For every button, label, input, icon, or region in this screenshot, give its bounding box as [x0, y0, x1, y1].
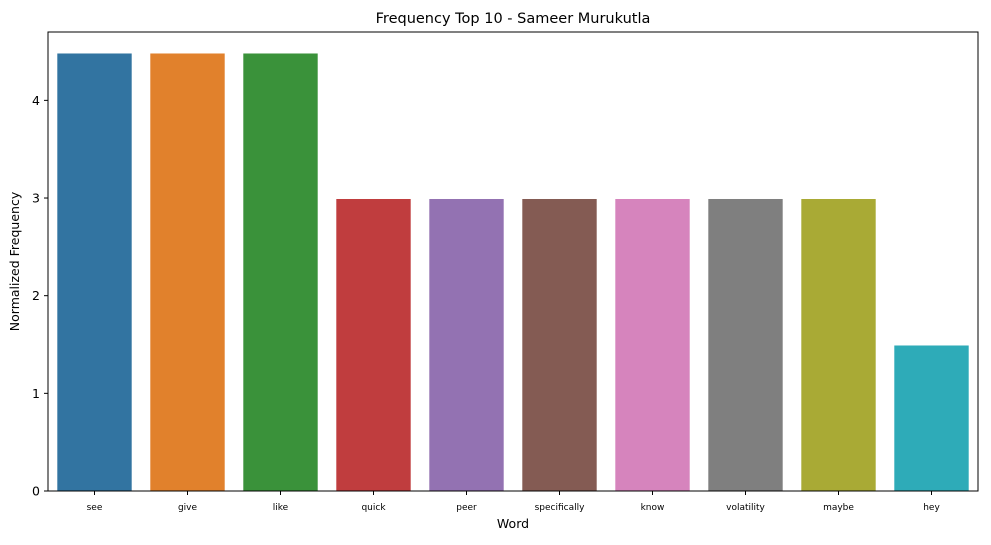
x-axis: see give like quick peer specifically know vola… — [87, 491, 940, 513]
x-tick-label: see — [87, 503, 103, 513]
y-tick-label: 1 — [32, 386, 40, 401]
x-tick-label: hey — [923, 503, 940, 513]
x-tick-label: quick — [361, 503, 386, 513]
chart-title: Frequency Top 10 - Sameer Murukutla — [376, 11, 651, 27]
bar-give — [150, 53, 225, 491]
y-axis-label: Normalized Frequency — [7, 191, 22, 331]
bar-know — [615, 198, 690, 492]
y-tick-label: 2 — [32, 288, 40, 303]
x-tick-label: know — [641, 503, 665, 513]
x-tick-label: specifically — [535, 503, 586, 513]
bar-quick — [336, 198, 411, 492]
bar-maybe — [801, 198, 876, 492]
bar-like — [243, 53, 318, 491]
bar-specifically — [522, 198, 597, 492]
y-tick-label: 4 — [32, 93, 40, 108]
y-tick-label: 0 — [32, 484, 40, 499]
bar-see — [57, 53, 132, 491]
x-tick-label: volatility — [726, 503, 765, 513]
plot-frame — [47, 31, 979, 492]
x-tick-label: like — [273, 503, 289, 513]
x-tick-label: give — [178, 503, 198, 513]
bars-layer — [57, 53, 969, 492]
y-axis: 0 1 2 3 4 — [32, 93, 48, 499]
bar-hey — [894, 345, 969, 491]
bar-peer — [429, 198, 504, 492]
x-tick-label: peer — [456, 503, 477, 513]
x-axis-label: Word — [497, 516, 529, 531]
x-tick-label: maybe — [823, 503, 854, 513]
y-tick-label: 3 — [32, 191, 40, 206]
bar-volatility — [708, 198, 783, 492]
